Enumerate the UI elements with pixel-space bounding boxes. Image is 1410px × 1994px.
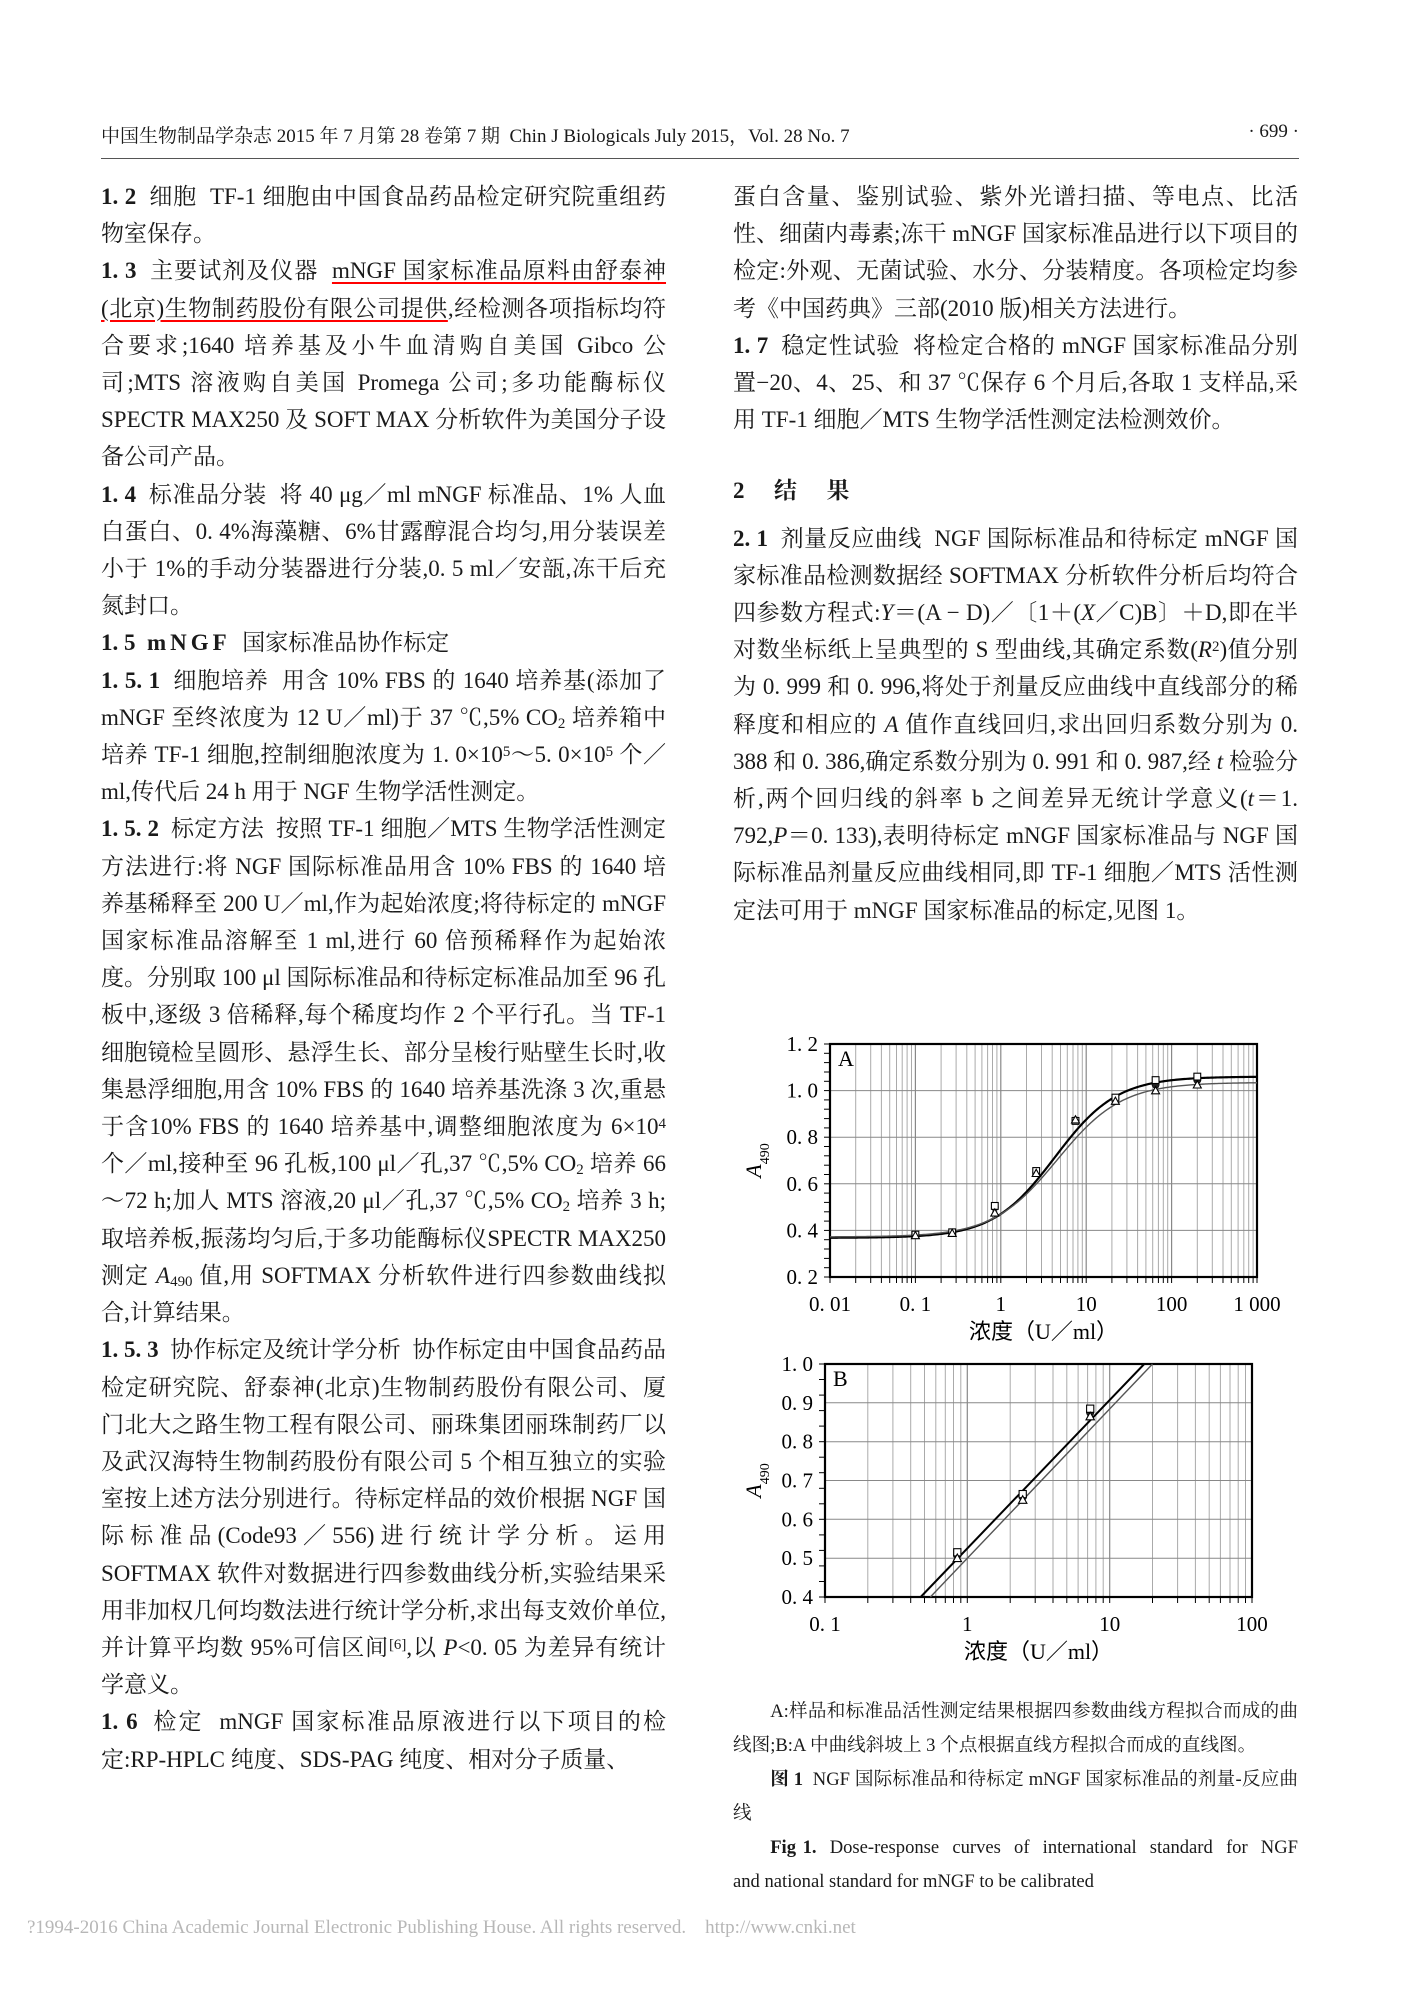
svg-text:10: 10 (1099, 1612, 1120, 1636)
svg-text:100: 100 (1236, 1612, 1268, 1636)
svg-text:0. 8: 0. 8 (787, 1125, 819, 1149)
svg-text:1. 0: 1. 0 (782, 1356, 814, 1376)
svg-text:0. 1: 0. 1 (809, 1612, 841, 1636)
svg-text:0. 1: 0. 1 (900, 1292, 932, 1316)
svg-text:A: A (838, 1046, 854, 1071)
svg-text:0. 9: 0. 9 (782, 1391, 814, 1415)
svg-text:0. 6: 0. 6 (787, 1172, 819, 1196)
svg-text:100: 100 (1156, 1292, 1188, 1316)
svg-text:0. 7: 0. 7 (782, 1469, 814, 1493)
svg-text:0. 2: 0. 2 (787, 1265, 819, 1289)
svg-text:1. 2: 1. 2 (787, 1036, 819, 1056)
svg-text:10: 10 (1076, 1292, 1097, 1316)
svg-text:浓度（U／ml）: 浓度（U／ml） (964, 1639, 1113, 1664)
svg-text:B: B (833, 1366, 848, 1391)
svg-text:1: 1 (996, 1292, 1007, 1316)
svg-text:1: 1 (962, 1612, 973, 1636)
svg-text:1. 0: 1. 0 (787, 1079, 819, 1103)
svg-text:0. 01: 0. 01 (809, 1292, 851, 1316)
svg-text:0. 4: 0. 4 (782, 1585, 814, 1609)
svg-text:A490: A490 (741, 1463, 773, 1499)
svg-text:0. 4: 0. 4 (787, 1218, 819, 1242)
svg-text:浓度（U／ml）: 浓度（U／ml） (969, 1319, 1118, 1344)
svg-text:0. 6: 0. 6 (782, 1507, 814, 1531)
svg-text:0. 5: 0. 5 (782, 1546, 814, 1570)
svg-text:1 000: 1 000 (1233, 1292, 1280, 1316)
svg-text:0. 8: 0. 8 (782, 1430, 814, 1454)
svg-text:A490: A490 (741, 1143, 773, 1179)
